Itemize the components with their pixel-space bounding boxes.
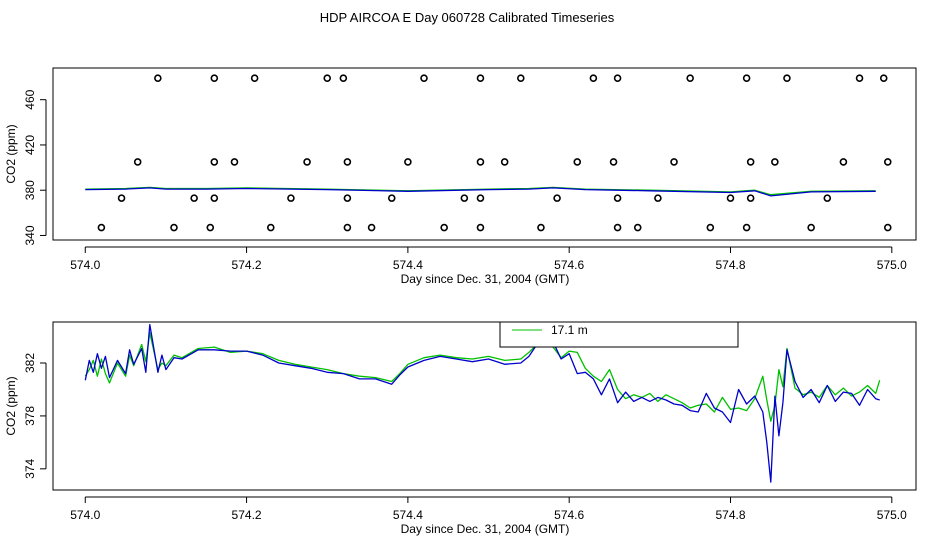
top-point [726, 194, 735, 202]
top-point [387, 194, 396, 202]
top-x-tick-label: 575.0 [877, 258, 907, 272]
top-y-axis-label: CO2 (ppm) [4, 124, 18, 183]
top-point [323, 74, 332, 82]
top-point [190, 194, 198, 202]
top-y-tick-label: 460 [23, 89, 37, 109]
bottom-plot-frame [52, 321, 917, 491]
bottom-x-tick-label: 575.0 [877, 508, 907, 522]
top-point [343, 223, 352, 232]
top-point [460, 194, 469, 202]
top-point [746, 194, 755, 202]
legend-label-17m: 17.1 m [551, 323, 588, 337]
top-point [154, 74, 162, 82]
top-point [771, 158, 779, 166]
top-point [476, 194, 485, 202]
top-point [250, 74, 259, 82]
top-y-tick-label: 340 [23, 225, 37, 245]
top-point [807, 223, 815, 232]
top-x-tick-label: 574.4 [393, 258, 423, 272]
top-point [553, 194, 561, 202]
figure-title: HDP AIRCOA E Day 060728 Calibrated Times… [320, 10, 615, 25]
top-point [613, 74, 622, 82]
top-point [266, 223, 275, 232]
top-point [633, 223, 642, 232]
top-x-tick-label: 574.6 [554, 258, 584, 272]
top-point [170, 223, 178, 232]
top-series [85, 186, 876, 197]
bottom-panel: 574.0 574.2 574.4 574.6 574.8 575.0 374 378 382… [4, 321, 917, 536]
top-point [303, 158, 311, 166]
top-point [839, 158, 848, 166]
top-point [476, 74, 485, 82]
top-points [97, 74, 892, 232]
top-point [746, 158, 755, 166]
top-point [516, 74, 525, 82]
bottom-series [84, 323, 881, 483]
bottom-x-axis: 574.0 574.2 574.4 574.6 574.8 575.0 [70, 496, 907, 522]
top-point [210, 194, 219, 202]
top-point [589, 74, 598, 82]
top-point [654, 194, 662, 202]
bottom-x-tick-label: 574.0 [70, 508, 100, 522]
top-point [210, 158, 219, 166]
top-point [500, 158, 509, 166]
top-point [476, 158, 485, 166]
bottom-y-axis: 374 378 382 [23, 353, 47, 479]
top-plot-frame [52, 67, 917, 241]
top-point [609, 158, 618, 166]
bottom-x-axis-label: Day since Dec. 31, 2004 (GMT) [401, 522, 570, 536]
bottom-y-tick-label: 378 [23, 406, 37, 426]
top-y-tick-label: 420 [23, 135, 37, 155]
top-point [613, 223, 622, 232]
top-point [343, 194, 352, 202]
top-x-tick-label: 574.0 [70, 258, 100, 272]
top-point [883, 158, 892, 166]
bottom-y-tick-label: 374 [23, 459, 37, 479]
top-point [855, 74, 864, 82]
top-point [230, 158, 239, 166]
top-point [613, 194, 622, 202]
bottom-x-tick-label: 574.2 [232, 508, 262, 522]
top-point [742, 74, 751, 82]
top-point [343, 158, 352, 166]
top-point [537, 223, 545, 232]
top-point [287, 194, 295, 202]
top-point [210, 74, 219, 82]
top-x-tick-label: 574.8 [715, 258, 745, 272]
top-point [879, 74, 888, 82]
top-point [117, 194, 126, 202]
top-point [670, 158, 678, 166]
top-point [476, 223, 485, 232]
top-panel: 574.0 574.2 574.4 574.6 574.8 575.0 340 380 420… [4, 67, 917, 286]
top-series-line-1 [85, 187, 876, 197]
top-point [883, 223, 892, 232]
top-point [133, 158, 142, 166]
top-point [404, 158, 412, 166]
top-x-axis-label: Day since Dec. 31, 2004 (GMT) [401, 272, 570, 286]
top-x-tick-label: 574.2 [232, 258, 262, 272]
top-x-axis: 574.0 574.2 574.4 574.6 574.8 575.0 [70, 246, 907, 272]
top-point [339, 74, 348, 82]
top-point [573, 158, 582, 166]
top-point [706, 223, 715, 232]
bottom-x-tick-label: 574.4 [393, 508, 423, 522]
bottom-y-axis-label: CO2 (ppm) [4, 376, 18, 435]
top-point [367, 223, 376, 232]
top-point [440, 223, 448, 232]
top-point [97, 223, 106, 232]
top-point [742, 223, 751, 232]
top-point [823, 194, 832, 202]
top-point [783, 74, 791, 82]
bottom-x-tick-label: 574.6 [554, 508, 584, 522]
legend: 17.1 m [499, 321, 739, 348]
legend-box [499, 321, 739, 348]
top-point [420, 74, 428, 82]
top-point [206, 223, 215, 232]
top-y-tick-label: 380 [23, 180, 37, 200]
bottom-y-tick-label: 382 [23, 353, 37, 373]
top-point [686, 74, 694, 82]
bottom-x-tick-label: 574.8 [715, 508, 745, 522]
top-y-axis: 340 380 420 460 [23, 89, 47, 245]
